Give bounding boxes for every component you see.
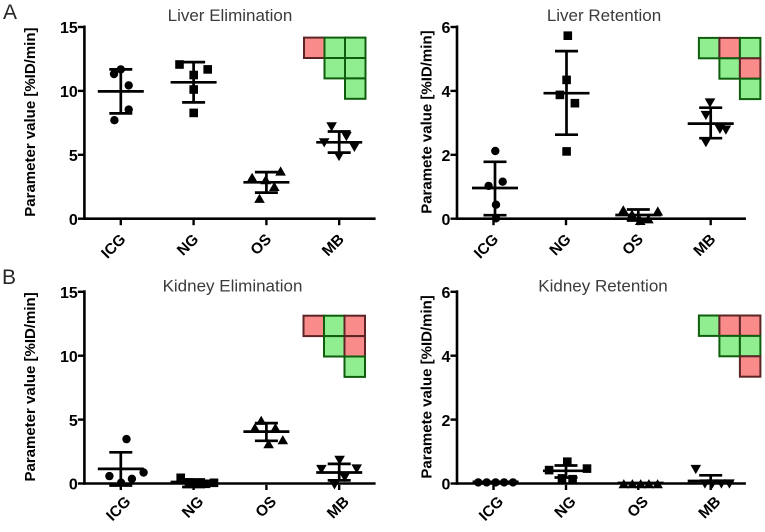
- svg-text:Liver Elimination: Liver Elimination: [168, 6, 293, 25]
- svg-text:15: 15: [60, 285, 78, 302]
- svg-text:Kidney Retention: Kidney Retention: [538, 276, 667, 295]
- svg-text:A: A: [3, 1, 17, 24]
- svg-text:2: 2: [441, 148, 450, 165]
- svg-text:0: 0: [441, 212, 450, 229]
- svg-text:6: 6: [441, 285, 450, 302]
- svg-text:0: 0: [69, 477, 78, 494]
- svg-text:Parameter value [%ID/min]: Parameter value [%ID/min]: [22, 292, 39, 481]
- svg-text:Liver Retention: Liver Retention: [547, 6, 661, 25]
- svg-text:4: 4: [441, 84, 450, 101]
- svg-text:4: 4: [441, 349, 450, 366]
- svg-text:15: 15: [60, 20, 78, 37]
- svg-text:5: 5: [69, 413, 78, 430]
- svg-text:5: 5: [69, 148, 78, 165]
- svg-text:Parameter value [%ID/min]: Parameter value [%ID/min]: [22, 27, 39, 216]
- svg-text:10: 10: [60, 84, 78, 101]
- svg-text:Paramete value [%ID/min]: Paramete value [%ID/min]: [419, 295, 436, 478]
- svg-text:Paramete value [%ID/min]: Paramete value [%ID/min]: [419, 30, 436, 213]
- svg-text:6: 6: [441, 20, 450, 37]
- svg-text:10: 10: [60, 349, 78, 366]
- svg-text:0: 0: [441, 477, 450, 494]
- svg-text:0: 0: [69, 212, 78, 229]
- svg-text:2: 2: [441, 413, 450, 430]
- svg-text:B: B: [2, 266, 16, 289]
- svg-text:Kidney Elimination: Kidney Elimination: [163, 276, 303, 295]
